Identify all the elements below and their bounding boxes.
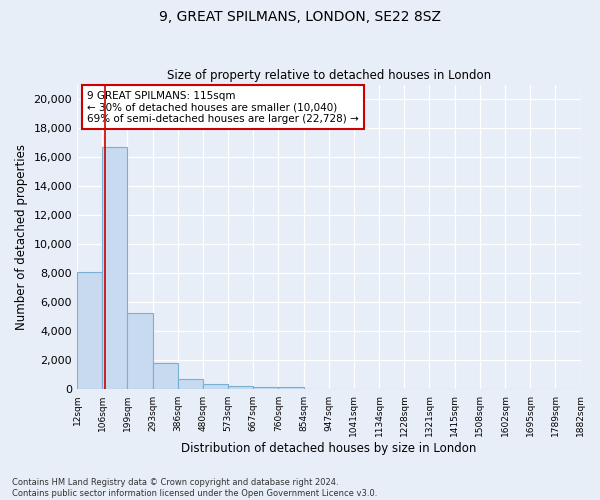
Bar (178, 380, 203, 390)
Bar (228, 386, 253, 390)
X-axis label: Distribution of detached houses by size in London: Distribution of detached houses by size … (181, 442, 476, 455)
Bar (77, 272, 102, 390)
Title: Size of property relative to detached houses in London: Size of property relative to detached ho… (167, 69, 491, 82)
Bar (203, 384, 228, 390)
Y-axis label: Number of detached properties: Number of detached properties (15, 144, 28, 330)
Bar (278, 387, 304, 390)
Bar (152, 362, 178, 390)
Bar (253, 386, 278, 390)
Text: Contains HM Land Registry data © Crown copyright and database right 2024.
Contai: Contains HM Land Registry data © Crown c… (12, 478, 377, 498)
Text: 9 GREAT SPILMANS: 115sqm
← 30% of detached houses are smaller (10,040)
69% of se: 9 GREAT SPILMANS: 115sqm ← 30% of detach… (87, 90, 359, 124)
Bar (127, 312, 152, 390)
Text: 9, GREAT SPILMANS, LONDON, SE22 8SZ: 9, GREAT SPILMANS, LONDON, SE22 8SZ (159, 10, 441, 24)
Bar (102, 147, 127, 390)
